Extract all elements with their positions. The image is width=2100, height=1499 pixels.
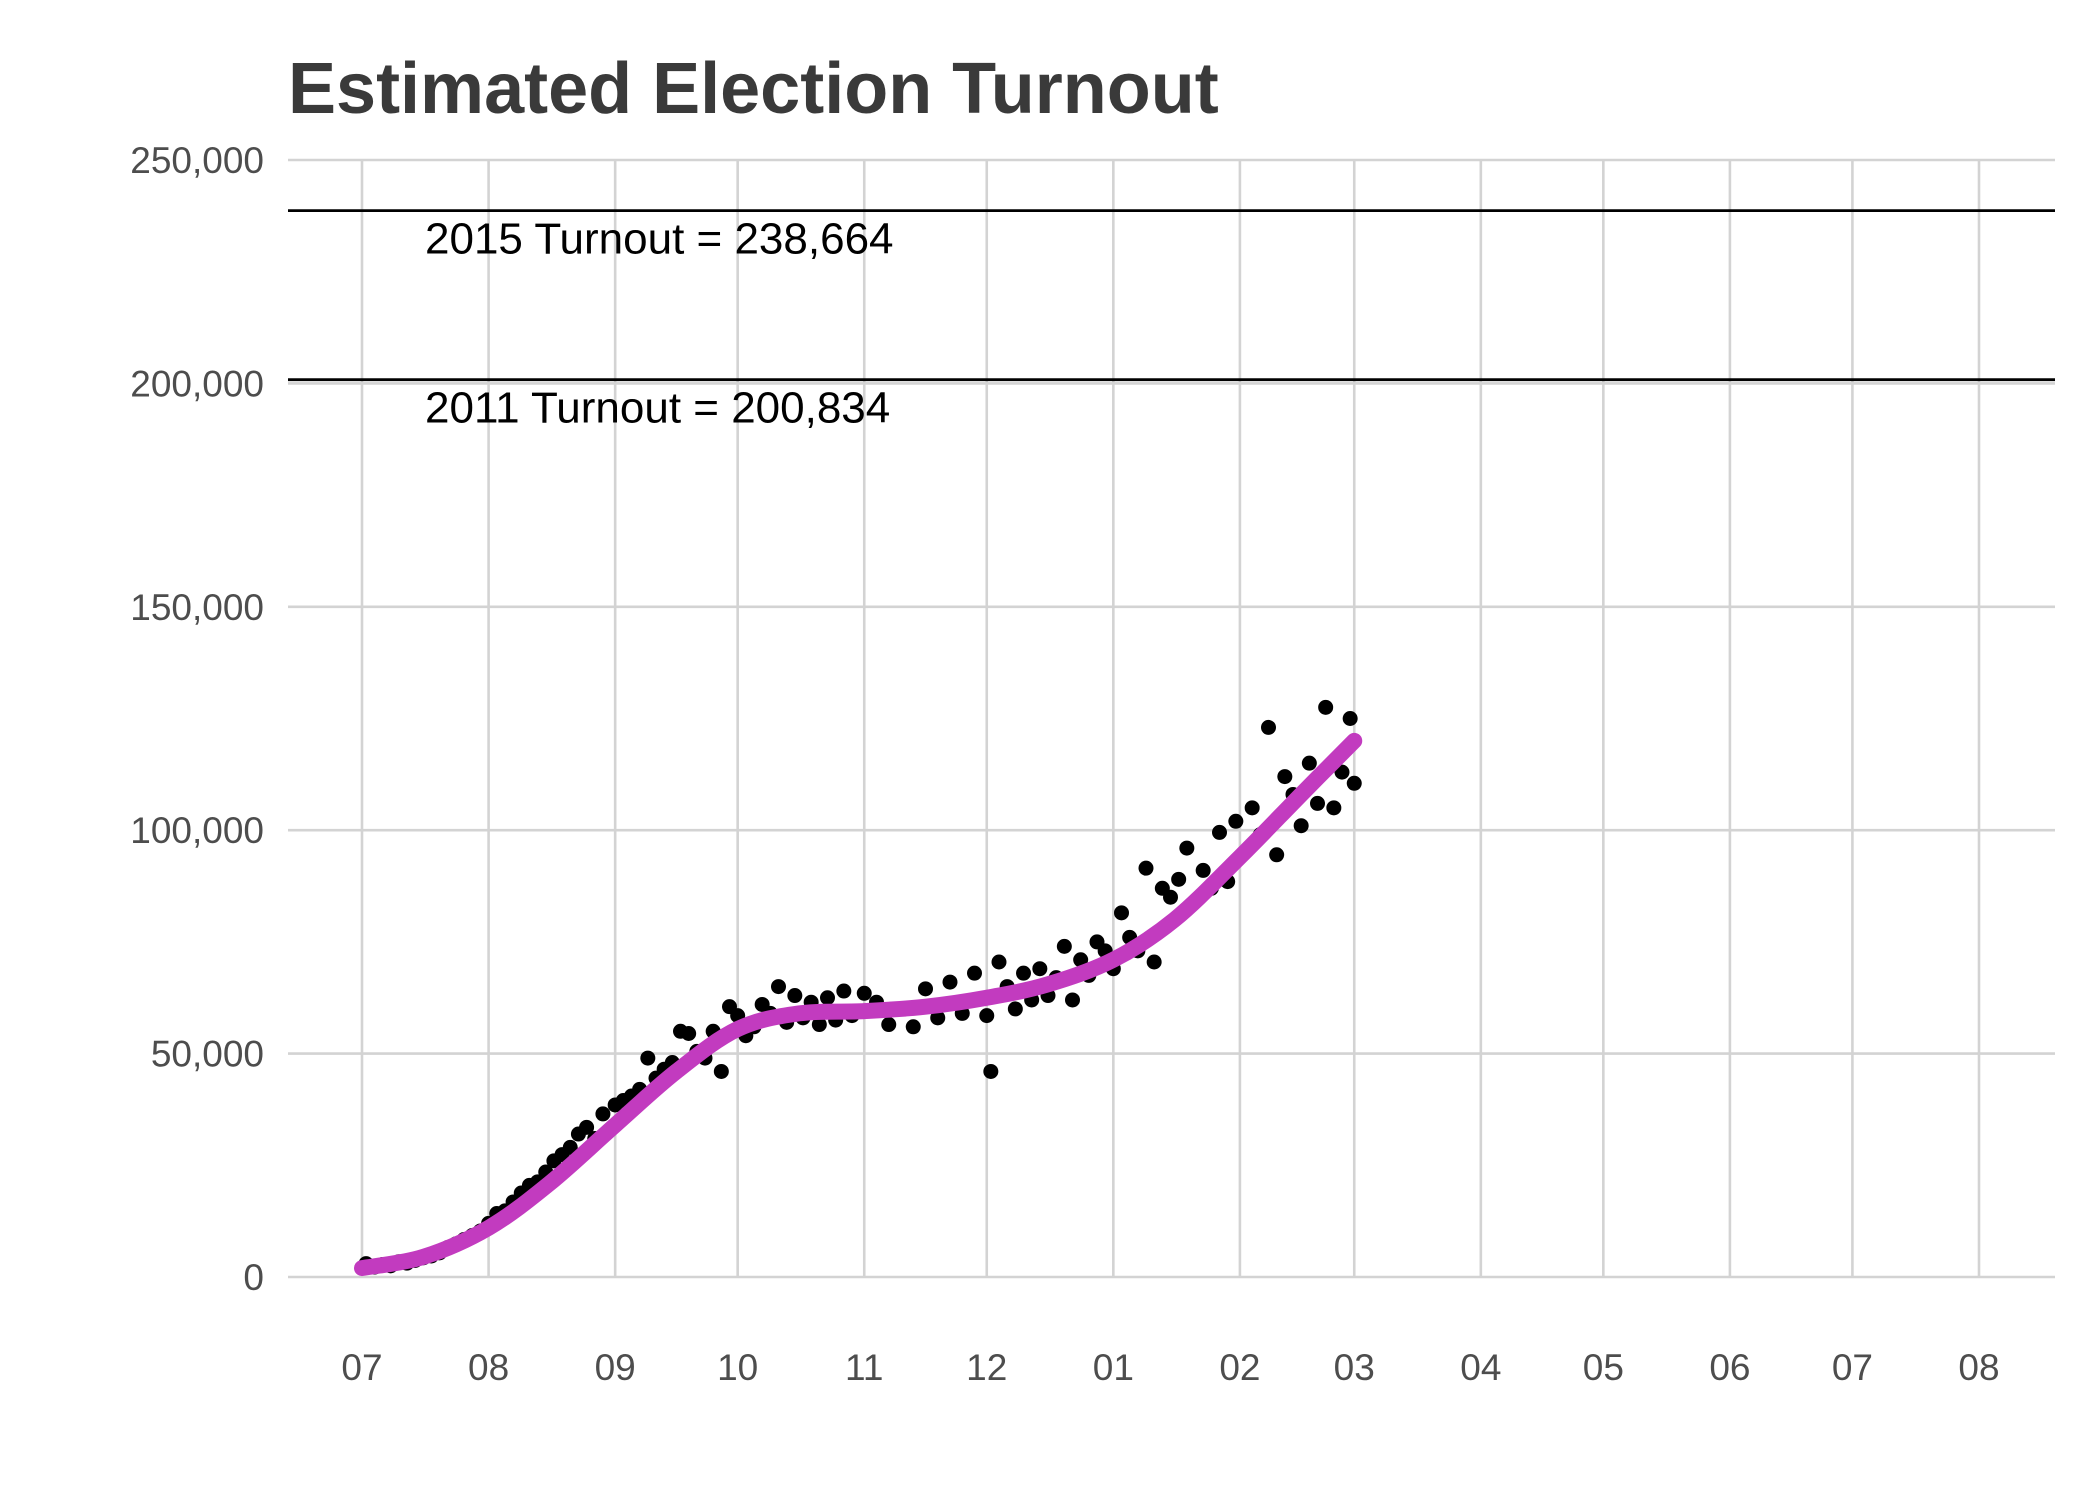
data-point xyxy=(562,1139,578,1155)
data-point xyxy=(1146,954,1162,970)
x-tick-label: 04 xyxy=(1460,1347,1501,1388)
data-point xyxy=(787,988,803,1004)
x-tick-label: 08 xyxy=(468,1347,509,1388)
data-point xyxy=(1114,905,1129,921)
data-point xyxy=(1244,800,1260,816)
y-gridlines xyxy=(288,158,2055,1279)
data-point xyxy=(1163,889,1178,905)
scatter-points xyxy=(358,699,1362,1275)
data-point xyxy=(1277,769,1293,785)
data-point xyxy=(1342,711,1358,726)
data-point xyxy=(1138,860,1154,876)
reference-lines: 2015 Turnout = 238,664 2011 Turnout = 200… xyxy=(288,209,2055,433)
x-tick-label: 01 xyxy=(1093,1347,1134,1388)
data-point xyxy=(1032,961,1048,977)
trend-line xyxy=(354,732,1363,1277)
x-axis-tick-labels: 07 08 09 10 11 12 01 02 03 04 05 06 07 08 xyxy=(341,1347,1999,1388)
data-point xyxy=(1056,938,1072,954)
data-point xyxy=(856,985,872,1001)
data-point xyxy=(1179,840,1195,856)
data-point xyxy=(983,1063,999,1079)
data-point xyxy=(1293,818,1309,834)
smooth-trend xyxy=(354,732,1363,1277)
data-point xyxy=(942,974,958,990)
data-point xyxy=(1073,952,1089,968)
reference-line-label: 2011 Turnout = 200,834 xyxy=(425,384,890,433)
data-point xyxy=(1016,965,1031,981)
data-point xyxy=(979,1008,995,1024)
data-point xyxy=(905,1019,921,1035)
data-point xyxy=(1310,795,1325,811)
x-tick-label: 11 xyxy=(845,1347,883,1388)
data-point xyxy=(1228,813,1244,829)
data-point xyxy=(771,979,786,995)
data-point xyxy=(991,954,1007,970)
y-tick-label: 100,000 xyxy=(130,810,264,851)
data-point xyxy=(820,990,835,1006)
data-point xyxy=(681,1025,697,1041)
data-point xyxy=(1171,871,1187,887)
y-tick-label: 200,000 xyxy=(130,363,264,404)
data-point xyxy=(1195,862,1211,878)
data-point xyxy=(713,1063,729,1079)
data-point xyxy=(930,1010,946,1026)
x-tick-label: 12 xyxy=(966,1347,1007,1388)
data-point xyxy=(579,1119,595,1135)
data-point xyxy=(1212,824,1227,840)
x-tick-label: 07 xyxy=(1832,1347,1873,1388)
x-tick-label: 05 xyxy=(1583,1347,1624,1388)
x-tick-label: 02 xyxy=(1219,1347,1260,1388)
data-point xyxy=(640,1050,656,1066)
y-tick-label: 250,000 xyxy=(130,140,264,181)
reference-line-label: 2015 Turnout = 238,664 xyxy=(425,215,894,264)
x-tick-label: 06 xyxy=(1709,1347,1750,1388)
data-point xyxy=(811,1017,827,1033)
x-tick-label: 09 xyxy=(595,1347,636,1388)
x-tick-label: 03 xyxy=(1334,1347,1375,1388)
x-tick-label: 10 xyxy=(717,1347,758,1388)
data-point xyxy=(1007,1001,1023,1017)
data-point xyxy=(1318,699,1334,715)
data-point xyxy=(1269,847,1285,863)
y-axis-tick-labels: 0 50,000 100,000 150,000 200,000 250,000 xyxy=(130,140,264,1298)
data-point xyxy=(595,1106,611,1122)
x-tick-label: 07 xyxy=(341,1347,382,1388)
data-point xyxy=(1065,992,1080,1008)
y-tick-label: 50,000 xyxy=(151,1034,264,1075)
data-point xyxy=(881,1017,897,1033)
data-point xyxy=(1326,800,1342,816)
y-tick-label: 150,000 xyxy=(130,587,264,628)
data-point xyxy=(918,981,933,997)
data-point xyxy=(1301,755,1317,771)
chart-title: Estimated Election Turnout xyxy=(288,49,1219,129)
x-tick-label: 08 xyxy=(1958,1347,1999,1388)
y-tick-label: 0 xyxy=(243,1257,264,1298)
data-point xyxy=(1334,764,1350,780)
data-point xyxy=(1346,775,1362,791)
data-point xyxy=(967,965,982,981)
data-point xyxy=(836,983,852,999)
data-point xyxy=(1261,719,1276,735)
